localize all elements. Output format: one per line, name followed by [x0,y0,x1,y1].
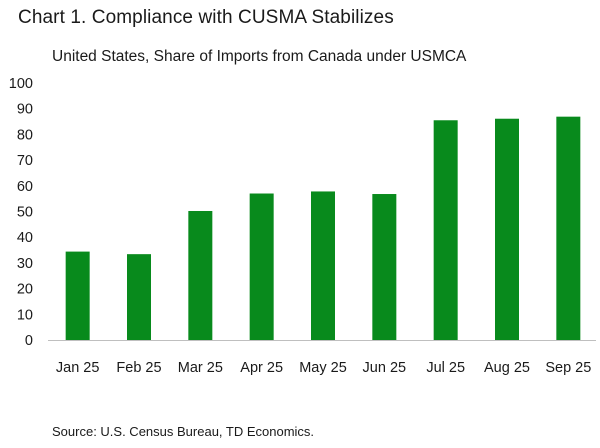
x-tick-label: Jan 25 [56,360,100,376]
bar [65,251,90,340]
x-tick-label: May 25 [299,360,347,376]
bar [372,194,397,340]
y-tick-label: 30 [17,256,33,272]
y-tick-label: 40 [17,230,33,246]
chart-subtitle: United States, Share of Imports from Can… [52,48,467,65]
y-tick-label: 60 [17,179,33,195]
x-tick-label: Jun 25 [363,360,407,376]
y-tick-label: 70 [17,153,33,169]
y-tick-label: 0 [25,333,33,349]
y-tick-label: 100 [9,76,33,92]
y-tick-label: 50 [17,205,33,221]
y-tick-label: 80 [17,127,33,143]
x-tick-label: Sep 25 [545,360,591,376]
y-tick-label: 20 [17,282,33,298]
bar [127,254,151,340]
x-axis-ticks: Jan 25 Feb 25 Mar 25 Apr 25 May 25 Jun 25 Jul … [56,360,591,376]
x-tick-label: Feb 25 [116,360,161,376]
x-tick-label: Aug 25 [484,360,530,376]
x-tick-label: Jul 25 [426,360,465,376]
bar [495,118,519,341]
bar [311,191,335,340]
y-tick-label: 90 [17,102,33,118]
x-tick-label: Mar 25 [178,360,223,376]
bar [188,210,213,340]
y-tick-label: 10 [17,307,33,323]
bars [65,116,581,341]
chart-title: Chart 1. Compliance with CUSMA Stabilize… [18,7,394,28]
bar [433,120,458,340]
source-note: Source: U.S. Census Bureau, TD Economics… [52,424,315,439]
bar [249,193,274,340]
y-axis-ticks: 0 10 20 30 40 50 60 70 80 90 100 [9,76,33,349]
bar [556,116,581,341]
x-tick-label: Apr 25 [240,360,283,376]
